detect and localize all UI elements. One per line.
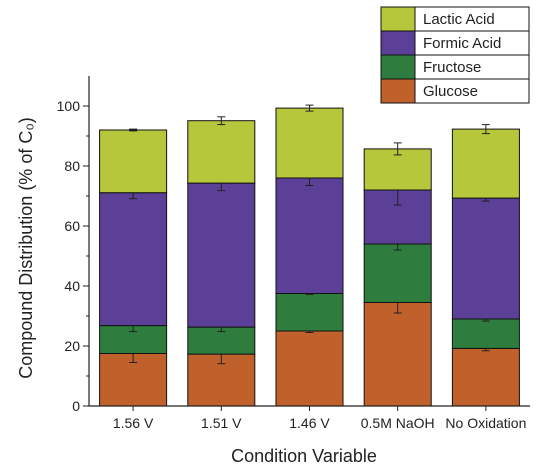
legend-swatch xyxy=(380,30,416,56)
y-tick-label: 60 xyxy=(64,218,80,234)
x-tick-label: 0.5M NaOH xyxy=(361,415,435,431)
bar-segment-formic-acid xyxy=(187,182,256,328)
bar-segment-formic-acid xyxy=(275,177,344,294)
x-axis: 1.56 V 1.51 V 1.46 V 0.5M NaOH No Oxidation xyxy=(89,405,530,431)
y-tick-label: 40 xyxy=(64,278,80,294)
bar-segment-glucose xyxy=(451,347,520,407)
x-tick-label: 1.56 V xyxy=(113,415,154,431)
bar-segment-lactic-acid xyxy=(187,120,256,184)
legend-swatch xyxy=(380,6,416,32)
x-axis-title: Condition Variable xyxy=(231,446,377,466)
bar-segment-glucose xyxy=(363,302,432,407)
bar-segment-lactic-acid xyxy=(363,148,432,191)
x-tick-label: No Oxidation xyxy=(445,415,526,431)
legend-swatch xyxy=(380,54,416,80)
legend-label: Lactic Acid xyxy=(423,11,495,28)
legend-label: Formic Acid xyxy=(423,35,501,52)
y-tick-label: 80 xyxy=(64,158,80,174)
bar-segment-lactic-acid xyxy=(451,128,520,199)
bar-segment-glucose xyxy=(275,330,344,407)
legend-box xyxy=(414,78,530,104)
bar-segment-formic-acid xyxy=(451,197,520,320)
y-tick-label: 20 xyxy=(64,338,80,354)
y-tick-label: 0 xyxy=(72,398,80,414)
bar-segment-fructose xyxy=(363,243,432,303)
y-axis-title: Compound Distribution (% of C₀) xyxy=(16,117,36,379)
bar-segment-lactic-acid xyxy=(275,107,344,179)
legend: Lactic Acid Formic Acid Fructose Glucose xyxy=(380,6,530,104)
x-tick-label: 1.51 V xyxy=(201,415,242,431)
bar-segment-formic-acid xyxy=(99,192,168,327)
legend-box xyxy=(414,54,530,80)
legend-label: Glucose xyxy=(423,83,478,100)
y-axis: 0 20 40 60 80 100 xyxy=(57,76,90,414)
legend-swatch xyxy=(380,78,416,104)
plot-area xyxy=(99,104,520,407)
x-tick-label: 1.46 V xyxy=(289,415,330,431)
legend-label: Fructose xyxy=(423,59,481,76)
legend-box xyxy=(414,30,530,56)
bar-segment-fructose xyxy=(275,293,344,332)
bar-segment-lactic-acid xyxy=(99,129,168,194)
bar-segment-fructose xyxy=(451,318,520,349)
y-tick-label: 100 xyxy=(57,98,81,114)
